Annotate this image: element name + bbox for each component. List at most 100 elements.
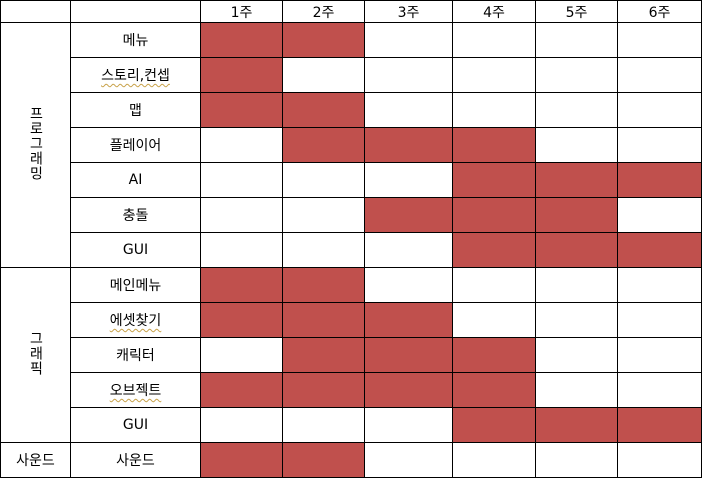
- filled-week-cell: [200, 302, 283, 338]
- empty-week-cell: [200, 337, 283, 373]
- empty-week-cell: [535, 372, 618, 408]
- filled-week-cell: [452, 407, 536, 443]
- task-label-cell: 에셋찾기: [70, 302, 201, 338]
- filled-week-cell: [452, 162, 536, 198]
- filled-week-cell: [452, 337, 536, 373]
- header-row: 1주 2주 3주 4주 5주 6주: [0, 0, 702, 23]
- filled-week-cell: [452, 197, 536, 233]
- empty-week-cell: [452, 442, 536, 478]
- filled-week-cell: [282, 372, 365, 408]
- task-label: 스토리,컨셉: [101, 68, 170, 84]
- task-label-cell: GUI: [70, 232, 201, 268]
- group-label: 프로그래밍: [27, 105, 44, 181]
- empty-week-cell: [535, 22, 618, 58]
- empty-week-cell: [535, 302, 618, 338]
- task-label: 메인메뉴: [109, 278, 162, 294]
- task-row: GUI: [1, 407, 702, 443]
- filled-week-cell: [617, 162, 702, 198]
- task-label: 에셋찾기: [109, 313, 162, 329]
- task-row: 그래픽 메인메뉴: [0, 267, 702, 443]
- filled-week-cell: [200, 22, 283, 58]
- empty-week-cell: [617, 302, 702, 338]
- week-header: 1주: [200, 0, 283, 23]
- empty-week-cell: [535, 442, 618, 478]
- empty-week-cell: [282, 57, 365, 93]
- task-row: 스토리,컨셉: [1, 57, 702, 93]
- empty-week-cell: [617, 22, 702, 58]
- empty-week-cell: [282, 197, 365, 233]
- week-header: 4주: [452, 0, 536, 23]
- filled-week-cell: [200, 372, 283, 408]
- empty-week-cell: [364, 57, 453, 93]
- week-header: 6주: [617, 0, 702, 23]
- task-label-cell: 충돌: [70, 197, 201, 233]
- empty-week-cell: [364, 22, 453, 58]
- corner-cell-group: [0, 0, 71, 23]
- task-label: GUI: [122, 417, 149, 433]
- empty-week-cell: [452, 302, 536, 338]
- empty-week-cell: [535, 57, 618, 93]
- empty-week-cell: [200, 407, 283, 443]
- filled-week-cell: [282, 337, 365, 373]
- empty-week-cell: [535, 127, 618, 163]
- filled-week-cell: [282, 127, 365, 163]
- filled-week-cell: [282, 442, 365, 478]
- empty-week-cell: [364, 442, 453, 478]
- filled-week-cell: [200, 92, 283, 128]
- task-label: GUI: [122, 242, 149, 258]
- task-label: 맵: [129, 103, 142, 119]
- task-row: GUI: [1, 232, 702, 268]
- filled-week-cell: [617, 232, 702, 268]
- task-label-cell: 맵: [70, 92, 201, 128]
- empty-week-cell: [452, 92, 536, 128]
- filled-week-cell: [617, 407, 702, 443]
- empty-week-cell: [617, 92, 702, 128]
- filled-week-cell: [535, 232, 618, 268]
- task-label: 메뉴: [122, 33, 149, 49]
- filled-week-cell: [535, 197, 618, 233]
- task-row: 오브젝트: [1, 372, 702, 408]
- empty-week-cell: [535, 337, 618, 373]
- empty-week-cell: [282, 232, 365, 268]
- filled-week-cell: [535, 407, 618, 443]
- filled-week-cell: [452, 232, 536, 268]
- empty-week-cell: [617, 267, 702, 303]
- filled-week-cell: [200, 267, 283, 303]
- week-header: 2주: [282, 0, 365, 23]
- filled-week-cell: [282, 267, 365, 303]
- task-label: 캐릭터: [116, 348, 155, 364]
- group-label-cell: 프로그래밍: [0, 22, 71, 268]
- task-row: 에셋찾기: [1, 302, 702, 338]
- task-label: 플레이어: [109, 138, 162, 154]
- filled-week-cell: [535, 162, 618, 198]
- task-label: AI: [128, 172, 143, 188]
- corner-cell-task: [70, 0, 201, 23]
- task-row: 충돌: [1, 197, 702, 233]
- empty-week-cell: [364, 162, 453, 198]
- empty-week-cell: [364, 267, 453, 303]
- empty-week-cell: [617, 127, 702, 163]
- filled-week-cell: [282, 22, 365, 58]
- task-label: 사운드: [116, 453, 155, 469]
- empty-week-cell: [364, 232, 453, 268]
- task-label-cell: 메인메뉴: [70, 267, 201, 303]
- empty-week-cell: [535, 267, 618, 303]
- empty-week-cell: [364, 407, 453, 443]
- filled-week-cell: [282, 92, 365, 128]
- empty-week-cell: [535, 92, 618, 128]
- empty-week-cell: [364, 92, 453, 128]
- empty-week-cell: [200, 197, 283, 233]
- empty-week-cell: [282, 162, 365, 198]
- filled-week-cell: [364, 337, 453, 373]
- group-label-cell: 그래픽: [0, 267, 71, 443]
- empty-week-cell: [617, 197, 702, 233]
- empty-week-cell: [452, 267, 536, 303]
- filled-week-cell: [200, 442, 283, 478]
- empty-week-cell: [617, 442, 702, 478]
- task-label-cell: 스토리,컨셉: [70, 57, 201, 93]
- task-row: 캐릭터: [1, 337, 702, 373]
- empty-week-cell: [200, 127, 283, 163]
- filled-week-cell: [200, 57, 283, 93]
- task-label-cell: 사운드: [70, 442, 201, 478]
